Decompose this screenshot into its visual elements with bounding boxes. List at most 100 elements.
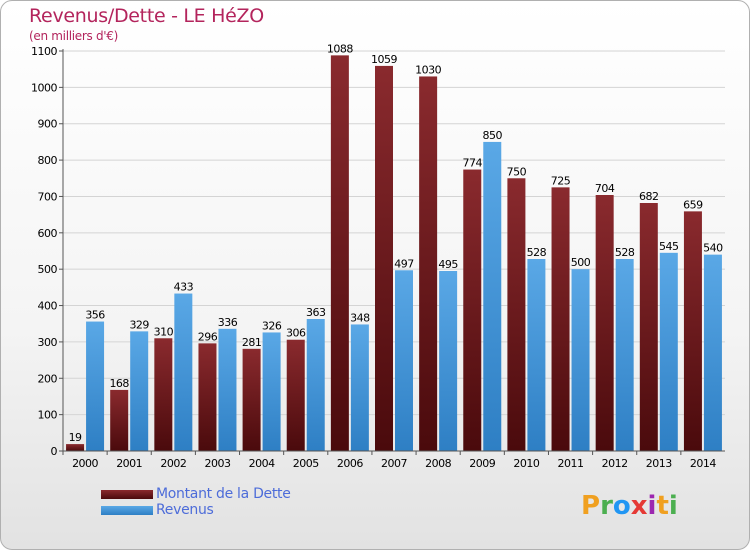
unit-label: (en milliers d'€) (29, 29, 119, 43)
logo-letter: r (600, 491, 613, 521)
x-tick-label: 2007 (381, 457, 407, 470)
y-tick-label: 1000 (31, 81, 57, 94)
y-tick-label: 900 (38, 118, 58, 131)
bar-dette (154, 338, 173, 451)
x-tick-label: 2002 (160, 457, 186, 470)
bar-revenus-label: 540 (703, 242, 723, 255)
x-tick-label: 2009 (469, 457, 495, 470)
bar-revenus (306, 319, 325, 451)
bar-revenus-label: 356 (85, 309, 105, 322)
bar-revenus (703, 254, 722, 451)
logo-letter: P (581, 491, 601, 521)
bar-dette-label: 774 (463, 157, 483, 170)
x-tick-label: 2013 (646, 457, 672, 470)
logo-letter: i (647, 491, 657, 521)
bar-revenus-label: 336 (218, 316, 238, 329)
bar-revenus (350, 324, 369, 451)
y-tick-label: 700 (38, 190, 58, 203)
x-tick-label: 2001 (116, 457, 142, 470)
x-tick-label: 2000 (72, 457, 98, 470)
bar-revenus (395, 270, 413, 451)
bar-dette-label: 725 (551, 174, 571, 187)
bar-revenus-label: 348 (350, 311, 370, 324)
y-tick-label: 500 (38, 263, 58, 276)
bar-dette-label: 281 (242, 336, 262, 349)
legend-swatch-revenus (101, 506, 153, 515)
bar-revenus-label: 500 (571, 256, 591, 269)
bar-dette (110, 389, 129, 451)
y-tick-label: 200 (38, 372, 58, 385)
bar-revenus-label: 363 (306, 306, 326, 319)
legend-swatch-dette (101, 490, 153, 499)
x-tick-label: 2012 (602, 457, 628, 470)
bar-revenus (262, 332, 281, 451)
bar-dette-label: 1059 (371, 53, 397, 66)
bar-revenus-label: 528 (527, 246, 547, 259)
bar-revenus (483, 141, 502, 451)
x-tick-label: 2011 (558, 457, 584, 470)
logo-letter: x (630, 491, 648, 521)
bar-dette (286, 339, 305, 451)
bar-revenus-label: 545 (659, 240, 679, 253)
bar-dette (198, 343, 217, 451)
bar-dette (375, 65, 393, 451)
bar-revenus-label: 329 (129, 318, 149, 331)
bar-dette (330, 55, 349, 451)
axes (62, 49, 725, 452)
bar-revenus (527, 259, 546, 451)
y-tick-label: 0 (51, 445, 58, 458)
bar-dette-label: 306 (286, 327, 306, 340)
bar-dette-label: 704 (595, 182, 615, 195)
x-axis-ticks: 2000 2001 2002 2003 2004 2005 2006 2007 2008 2009… (62, 451, 717, 470)
bar-dette-label: 19 (69, 431, 82, 444)
y-tick-label: 600 (38, 227, 58, 240)
bar-revenus (659, 252, 678, 451)
bar-dette (66, 444, 85, 451)
bar-revenus-label: 495 (438, 258, 458, 271)
bar-dette (639, 203, 658, 451)
y-axis-ticks: 0 100 200 300 400 500 600 700 800 900 1000 1100 (31, 45, 63, 458)
bar-revenus-label: 433 (174, 281, 194, 294)
bar-dette-label: 168 (109, 377, 129, 390)
x-tick-label: 2005 (293, 457, 319, 470)
bar-revenus (615, 259, 634, 451)
bar-dette-label: 1030 (415, 63, 441, 76)
y-tick-label: 100 (38, 409, 58, 422)
bar-revenus (86, 321, 105, 451)
legend-label-dette: Montant de la Dette (156, 486, 291, 502)
y-tick-label: 400 (38, 300, 58, 313)
bar-dette-label: 659 (683, 198, 703, 211)
y-tick-label: 300 (38, 336, 58, 349)
bar-revenus-label: 497 (394, 257, 414, 270)
logo-letter: o (612, 491, 631, 521)
bar-revenus (218, 328, 237, 451)
x-tick-label: 2008 (425, 457, 451, 470)
bar-dette-label: 296 (198, 330, 218, 343)
bar-revenus-label: 326 (262, 319, 282, 332)
bar-dette (595, 195, 614, 451)
bar-revenus (174, 293, 193, 451)
y-tick-label: 1100 (31, 45, 57, 58)
bar-revenus (439, 271, 458, 451)
bar-revenus (571, 269, 590, 451)
x-tick-label: 2003 (204, 457, 230, 470)
bar-dette (419, 76, 438, 452)
legend-label-revenus: Revenus (156, 502, 214, 518)
x-tick-label: 2014 (690, 457, 716, 470)
x-tick-label: 2006 (337, 457, 363, 470)
logo-letter: i (668, 491, 678, 521)
bar-dette-label: 310 (154, 325, 174, 338)
bar-dette-label: 682 (639, 190, 659, 203)
bar-dette (551, 187, 570, 451)
chart-title: Revenus/Dette - LE HéZO (29, 5, 264, 27)
bar-dette (242, 348, 261, 451)
bar-dette-label: 1088 (327, 42, 353, 55)
y-tick-label: 800 (38, 154, 58, 167)
x-tick-label: 2004 (249, 457, 275, 470)
bar-revenus-label: 850 (483, 129, 503, 142)
bar-dette (683, 211, 702, 451)
bar-revenus (130, 331, 149, 451)
